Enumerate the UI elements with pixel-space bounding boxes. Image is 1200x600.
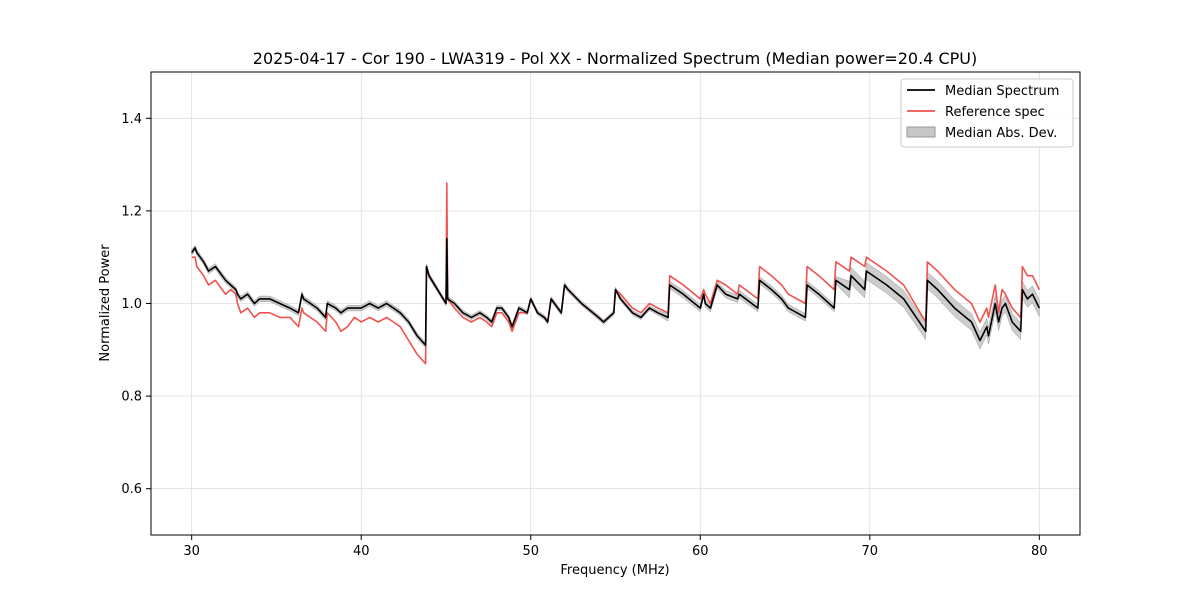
legend-median-label: Median Spectrum (945, 84, 1059, 99)
y-tick-label: 0.8 (121, 390, 142, 405)
reference-spec-line (191, 182, 1041, 365)
y-axis-ticks: 0.6 0.8 1.0 1.2 1.4 (121, 112, 151, 497)
x-tick-label: 80 (1031, 544, 1048, 559)
x-tick-label: 40 (353, 544, 370, 559)
y-tick-label: 0.6 (121, 482, 142, 497)
series-layer (191, 182, 1041, 365)
x-tick-label: 70 (862, 544, 879, 559)
x-tick-label: 60 (692, 544, 709, 559)
legend-reference-label: Reference spec (945, 105, 1045, 120)
y-tick-label: 1.0 (121, 297, 142, 312)
x-axis-label: Frequency (MHz) (560, 563, 669, 578)
legend-box (900, 78, 1074, 148)
legend-mad-label: Median Abs. Dev. (945, 126, 1057, 141)
y-axis-label: Normalized Power (98, 244, 113, 362)
x-tick-label: 50 (522, 544, 539, 559)
y-tick-label: 1.4 (121, 112, 142, 127)
legend-mad-swatch (906, 126, 936, 138)
legend: Median Spectrum Reference spec Median Ab… (900, 78, 1074, 148)
x-axis-ticks: 30 40 50 60 70 80 (183, 535, 1048, 559)
y-tick-label: 1.2 (121, 204, 142, 219)
chart-title: 2025-04-17 - Cor 190 - LWA319 - Pol XX -… (253, 49, 977, 68)
median-spectrum-line (191, 237, 1041, 346)
x-tick-label: 30 (183, 544, 200, 559)
